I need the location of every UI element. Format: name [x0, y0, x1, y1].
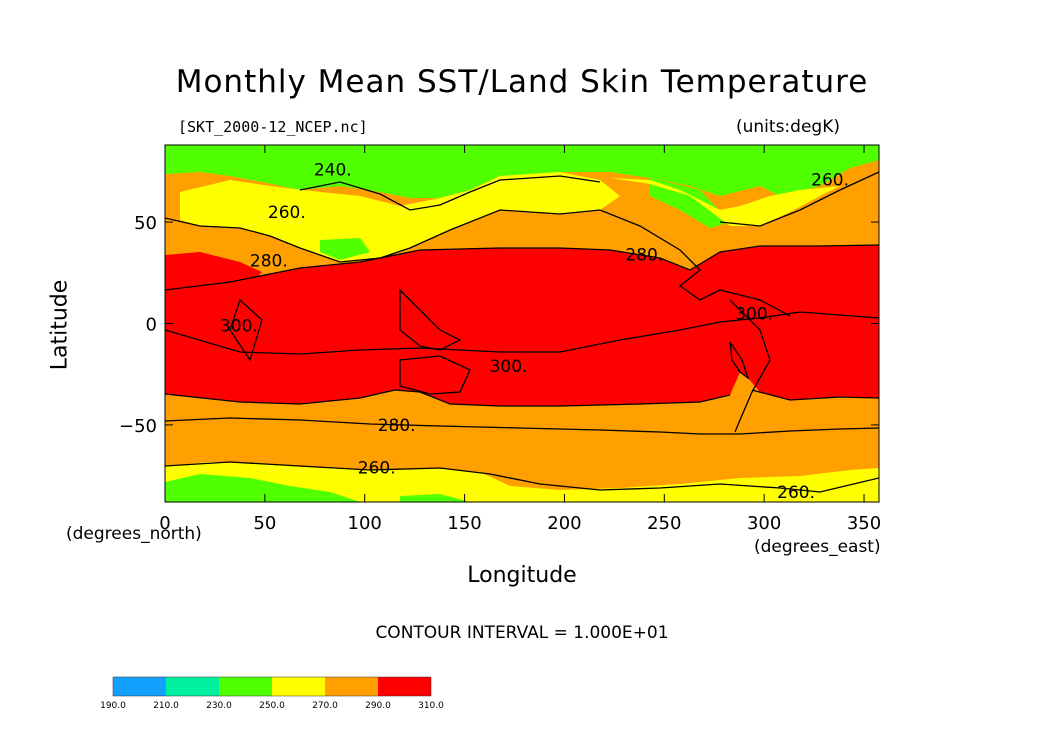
colorbar-swatch	[113, 677, 166, 696]
band-below-250	[650, 178, 730, 228]
band-below-250	[400, 494, 470, 502]
contour-label: 300.	[220, 317, 258, 337]
contour-label: 280.	[625, 246, 663, 266]
band-above-290	[165, 245, 879, 406]
colorbar-swatch	[272, 677, 325, 696]
colorbar-label: 230.0	[206, 701, 232, 711]
contour-lines	[165, 171, 879, 493]
x-tick-label: 100	[348, 513, 382, 534]
y-tick-label: −50	[119, 416, 157, 437]
band-below-250	[165, 474, 360, 502]
band-below-250	[320, 238, 370, 260]
contour-label: 260.	[811, 170, 849, 190]
plot-area	[165, 145, 879, 502]
colorbar-swatch	[219, 677, 272, 696]
contour-interval: CONTOUR INTERVAL = 1.000E+01	[375, 623, 669, 643]
x-tick-label: 150	[447, 513, 481, 534]
band-above-290	[165, 252, 262, 292]
contour-labels: 240. 260. 280. 280. 260. 300. 300. 300. 280. 260.…	[220, 160, 849, 503]
x-unit-label: (degrees_east)	[754, 537, 881, 557]
band-250-270	[180, 172, 620, 262]
colorbar-label: 310.0	[418, 701, 444, 711]
colorbar-swatch	[378, 677, 431, 696]
colorbar-label: 250.0	[259, 701, 285, 711]
band-250-270	[610, 178, 840, 226]
x-tick-label: 350	[847, 513, 881, 534]
units-label: (units:degK)	[736, 117, 840, 137]
colorbar-swatch	[166, 677, 219, 696]
band-250-270	[165, 462, 879, 502]
y-tick-label: 50	[134, 213, 157, 234]
contour-label: 300.	[490, 357, 528, 377]
colorbar-label: 270.0	[312, 701, 338, 711]
x-tick-label: 250	[647, 513, 681, 534]
band-below-250	[165, 145, 879, 198]
contour-label: 280.	[250, 252, 288, 272]
chart-title: Monthly Mean SST/Land Skin Temperature	[175, 64, 869, 100]
y-unit-label: (degrees_north)	[66, 524, 202, 544]
colorbar-label: 190.0	[100, 701, 126, 711]
y-tick-label: 0	[146, 315, 157, 336]
x-tick-label: 50	[253, 513, 276, 534]
contour-label: 260.	[358, 459, 396, 479]
chart-subtitle: [SKT_2000-12_NCEP.nc]	[178, 118, 368, 136]
x-tick-label: 200	[547, 513, 581, 534]
colorbar-label: 290.0	[365, 701, 391, 711]
colorbar-label: 210.0	[153, 701, 179, 711]
x-axis-label: Longitude	[467, 563, 577, 588]
colorbar-frame	[112, 676, 432, 697]
x-ticks: 0 50 100 150 200 250 300 350	[159, 145, 881, 534]
contour-label: 240.	[314, 160, 352, 180]
contour-label: 260.	[268, 203, 306, 223]
colorbar-swatch	[325, 677, 378, 696]
contour-label: 300.	[735, 304, 773, 324]
x-tick-label: 300	[747, 513, 781, 534]
x-tick-label: 0	[159, 513, 170, 534]
colorbar: 190.0 210.0 230.0 250.0 270.0 290.0 310.0	[100, 676, 444, 711]
y-ticks: 50 0 −50	[119, 213, 879, 437]
contour-label: 280.	[378, 416, 416, 436]
contour-label: 260.	[777, 483, 815, 503]
